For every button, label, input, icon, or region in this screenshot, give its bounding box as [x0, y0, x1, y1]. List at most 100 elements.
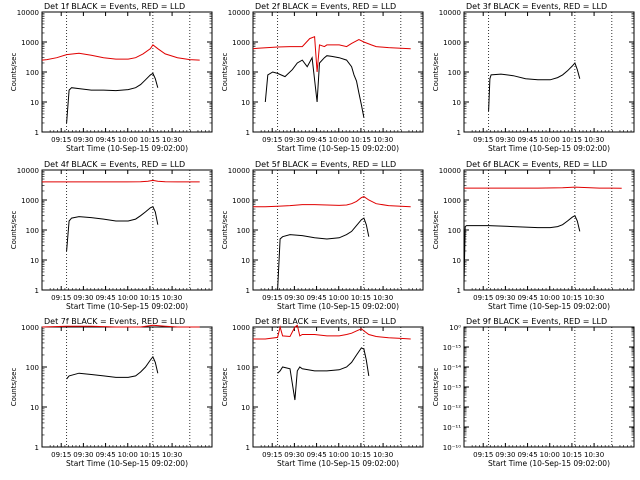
- y-tick-label: 100: [237, 227, 250, 235]
- x-tick-label: 09:30: [495, 136, 515, 144]
- y-tick-label: 1000: [443, 197, 461, 205]
- chart-title: Det 5f BLACK = Events, RED = LLD: [255, 160, 396, 169]
- chart-panel-8: Det 8f BLACK = Events, RED = LLD 1 10 100 10…: [221, 317, 424, 468]
- y-tick-label: 10000: [439, 9, 461, 17]
- y-tick-label: 10⁻¹⁰: [443, 444, 461, 452]
- x-tick-label: 09:15: [473, 451, 493, 459]
- y-axis-label: Counts/sec: [10, 211, 18, 250]
- y-tick-label: 100: [26, 69, 39, 77]
- x-tick-label: 10:00: [329, 451, 349, 459]
- chart-panel-6: Det 6f BLACK = Events, RED = LLD 1 10 100 10…: [432, 160, 635, 311]
- y-tick-label: 10000: [439, 167, 461, 175]
- x-tick-label: 09:30: [495, 294, 515, 302]
- events-series-line: [463, 214, 581, 285]
- x-tick-label: 09:45: [95, 451, 115, 459]
- y-tick-label: 10⁰: [449, 324, 461, 332]
- x-tick-label: 09:45: [517, 451, 537, 459]
- x-tick-label: 09:15: [262, 451, 282, 459]
- x-tick-label: 10:00: [329, 294, 349, 302]
- x-tick-label: 10:30: [584, 136, 604, 144]
- x-tick-label: 10:15: [140, 294, 160, 302]
- x-tick-label: 10:15: [351, 294, 371, 302]
- y-tick-label: 10⁻¹⁴: [443, 364, 461, 372]
- x-tick-label: 09:30: [284, 294, 304, 302]
- chart-title: Det 2f BLACK = Events, RED = LLD: [255, 2, 396, 11]
- x-tick-label: 09:15: [262, 294, 282, 302]
- y-axis-label: Counts/sec: [10, 53, 18, 92]
- x-axis-label: Start Time (10-Sep-15 09:02:00): [277, 144, 399, 153]
- x-tick-label: 09:15: [262, 136, 282, 144]
- y-tick-label: 1: [246, 444, 250, 452]
- x-tick-label: 09:15: [473, 294, 493, 302]
- y-tick-label: 100: [26, 227, 39, 235]
- axis-frame: [252, 326, 424, 448]
- x-tick-label: 09:30: [284, 451, 304, 459]
- chart-panel-1: Det 1f BLACK = Events, RED = LLD 1 10 100 10…: [10, 2, 213, 153]
- chart-title: Det 7f BLACK = Events, RED = LLD: [44, 317, 185, 326]
- x-tick-label: 10:15: [562, 294, 582, 302]
- x-tick-label: 09:15: [51, 451, 71, 459]
- chart-title: Det 1f BLACK = Events, RED = LLD: [44, 2, 185, 11]
- chart-title: Det 4f BLACK = Events, RED = LLD: [44, 160, 185, 169]
- events-series-line: [488, 62, 581, 112]
- events-series-line: [66, 72, 159, 124]
- x-tick-label: 10:15: [562, 451, 582, 459]
- x-tick-label: 09:45: [95, 136, 115, 144]
- y-tick-label: 1000: [21, 39, 39, 47]
- y-tick-label: 1: [246, 287, 250, 295]
- y-axis-label: Counts/sec: [432, 368, 440, 407]
- y-tick-label: 10⁻¹²: [443, 404, 461, 412]
- axis-frame: [463, 326, 635, 448]
- y-tick-label: 10⁻¹³: [443, 384, 461, 392]
- x-tick-label: 10:30: [584, 451, 604, 459]
- chart-title: Det 8f BLACK = Events, RED = LLD: [255, 317, 396, 326]
- chart-panel-3: Det 3f BLACK = Events, RED = LLD 1 10 100 10…: [432, 2, 635, 153]
- chart-panel-4: Det 4f BLACK = Events, RED = LLD 1 10 100 10…: [10, 160, 213, 311]
- y-axis-label: Counts/sec: [221, 53, 229, 92]
- x-tick-label: 10:30: [373, 451, 393, 459]
- lld-series-line: [252, 35, 411, 73]
- x-tick-label: 09:45: [306, 294, 326, 302]
- x-tick-label: 09:45: [306, 451, 326, 459]
- chart-panel-9: Det 9f BLACK = Events, RED = LLD 10⁻¹⁰ 10⁻…: [432, 317, 635, 468]
- y-tick-label: 1: [35, 287, 39, 295]
- y-axis-label: Counts/sec: [10, 368, 18, 407]
- y-tick-label: 100: [26, 364, 39, 372]
- x-tick-label: 10:15: [351, 136, 371, 144]
- axis-frame: [463, 11, 635, 133]
- x-tick-label: 10:15: [562, 136, 582, 144]
- x-tick-label: 09:30: [73, 451, 93, 459]
- x-axis-label: Start Time (10-Sep-15 09:02:00): [66, 144, 188, 153]
- y-tick-label: 1: [35, 129, 39, 137]
- events-series-line: [264, 55, 365, 118]
- y-tick-label: 100: [237, 69, 250, 77]
- x-tick-label: 10:30: [584, 294, 604, 302]
- x-tick-label: 10:00: [118, 294, 138, 302]
- chart-title: Det 3f BLACK = Events, RED = LLD: [466, 2, 607, 11]
- y-tick-label: 1000: [21, 197, 39, 205]
- y-tick-label: 1000: [232, 197, 250, 205]
- y-tick-label: 1000: [443, 39, 461, 47]
- y-tick-label: 1: [246, 129, 250, 137]
- x-tick-label: 10:00: [540, 136, 560, 144]
- y-tick-label: 10: [241, 257, 250, 265]
- x-axis-label: Start Time (10-Sep-15 09:02:00): [488, 459, 610, 468]
- y-tick-label: 10: [241, 99, 250, 107]
- events-series-line: [66, 355, 159, 380]
- y-tick-label: 10: [452, 257, 461, 265]
- y-tick-label: 10: [241, 404, 250, 412]
- y-tick-label: 10⁻¹⁵: [443, 344, 461, 352]
- x-tick-label: 10:00: [329, 136, 349, 144]
- x-axis-label: Start Time (10-Sep-15 09:02:00): [277, 302, 399, 311]
- events-series-line: [66, 206, 159, 252]
- lld-series-line: [253, 196, 411, 208]
- y-tick-label: 10000: [17, 167, 39, 175]
- y-axis-label: Counts/sec: [221, 211, 229, 250]
- x-tick-label: 09:15: [473, 136, 493, 144]
- x-tick-label: 09:45: [517, 136, 537, 144]
- events-series-line: [277, 217, 370, 291]
- lld-series-line: [41, 324, 200, 328]
- lld-series-line: [42, 179, 200, 183]
- chart-panel-5: Det 5f BLACK = Events, RED = LLD 1 10 100 10…: [221, 160, 424, 311]
